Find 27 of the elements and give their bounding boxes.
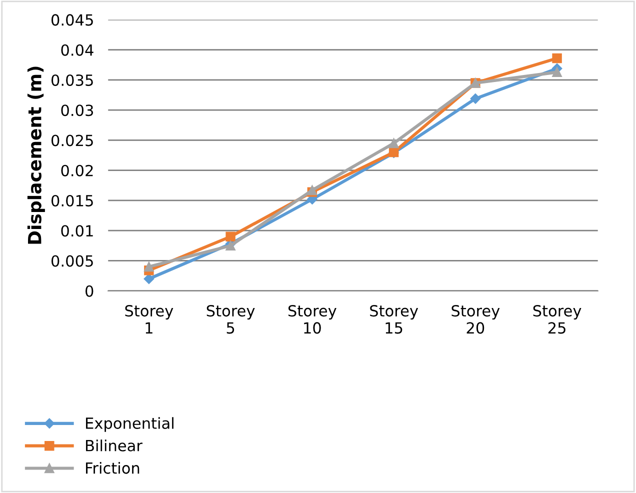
point	[552, 53, 562, 64]
point	[226, 232, 236, 242]
x-tick-label: Storey 5	[206, 305, 255, 334]
y-tick-label: 0.005	[52, 255, 93, 267]
legend-label: Friction	[86, 462, 140, 474]
point	[144, 262, 154, 272]
legend-label: Bilinear	[86, 440, 142, 452]
point	[388, 138, 399, 148]
x-tick-label: Storey 10	[288, 305, 336, 334]
point	[552, 67, 562, 78]
y-axis-title: Displacement (m)	[27, 66, 45, 244]
y-tick-label: 0.035	[52, 74, 93, 86]
y-tick-label: 0.04	[61, 44, 94, 56]
point	[144, 274, 154, 284]
point	[470, 94, 481, 104]
y-tick-label: 0.025	[52, 134, 93, 146]
y-tick-label: 0.03	[61, 104, 94, 116]
y-tick-label: 0.015	[52, 194, 93, 207]
x-tick-label: Storey 1	[125, 305, 174, 334]
x-tick-label: Storey 15	[370, 305, 418, 334]
x-tick-label: Storey 25	[533, 305, 582, 334]
y-tick-label: 0.02	[61, 164, 93, 176]
y-tick-label: 0	[86, 285, 94, 297]
y-tick-label: 0.01	[61, 225, 93, 237]
x-tick-label: Storey 20	[452, 305, 500, 334]
y-tick-label: 0.045	[52, 14, 93, 26]
legend-label: Exponential	[86, 417, 174, 432]
